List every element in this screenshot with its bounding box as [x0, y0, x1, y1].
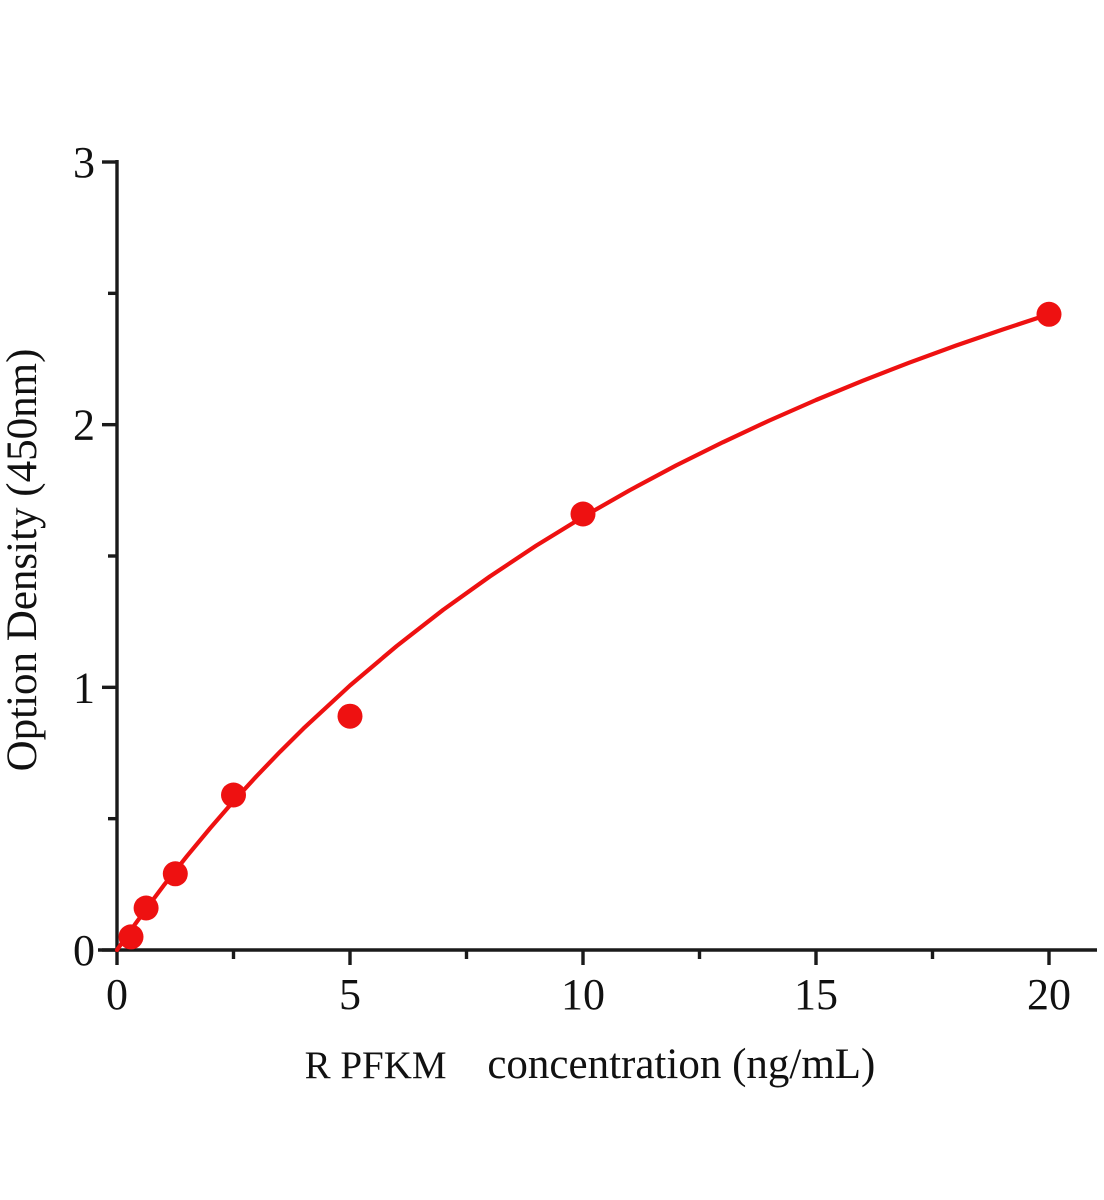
axes	[98, 160, 1097, 965]
y-tick-label: 1	[73, 663, 95, 712]
y-tick-label: 0	[73, 926, 95, 975]
data-point	[162, 861, 188, 887]
data-points	[118, 301, 1062, 950]
x-tick-label: 0	[106, 970, 128, 1019]
x-axis-title: R PFKM concentration (ng/mL)	[305, 1041, 876, 1088]
x-axis-title-prefix: R PFKM	[305, 1044, 447, 1087]
x-tick-label: 10	[561, 970, 605, 1019]
x-axis-ticks	[115, 950, 1051, 965]
data-point	[570, 501, 596, 527]
y-axis-title: Option Density (450nm)	[0, 349, 46, 772]
x-tick-label: 20	[1027, 970, 1071, 1019]
y-tick-label: 2	[73, 401, 95, 450]
data-point	[337, 703, 363, 729]
x-tick-label: 15	[794, 970, 838, 1019]
data-point	[221, 782, 246, 808]
y-axis-ticks	[102, 160, 117, 952]
y-tick-label: 3	[73, 138, 95, 187]
x-axis-title-main: concentration (ng/mL)	[487, 1041, 875, 1088]
x-axis-tick-labels: 0 5 10 15 20	[106, 970, 1071, 1019]
x-tick-label: 5	[339, 970, 361, 1019]
data-point	[118, 924, 144, 950]
data-point	[133, 895, 159, 921]
y-axis-tick-labels: 0 1 2 3	[73, 138, 95, 975]
data-point	[1036, 301, 1062, 327]
fit-curve-line	[114, 312, 1052, 953]
